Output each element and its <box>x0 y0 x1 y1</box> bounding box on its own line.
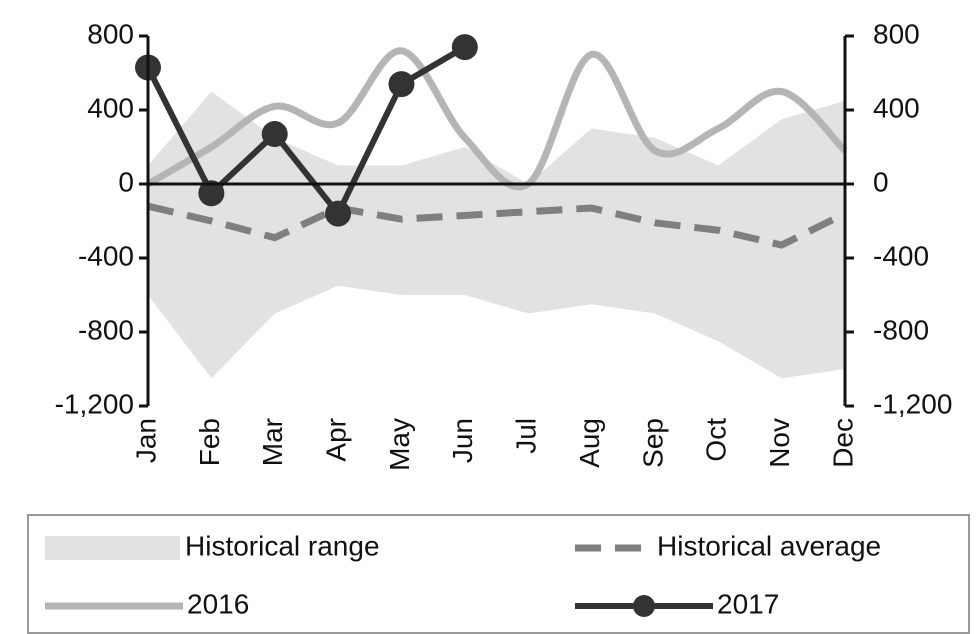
legend-label: Historical range <box>185 530 380 561</box>
x-tick-label: Aug <box>574 418 605 468</box>
y-tick-label: 800 <box>87 18 134 49</box>
marker <box>388 71 415 98</box>
x-tick-label: Jan <box>130 418 161 463</box>
legend-marker <box>633 595 655 617</box>
x-tick-label: Mar <box>257 418 288 466</box>
legend-label: Historical average <box>657 530 881 561</box>
y-tick-label: -800 <box>78 314 134 345</box>
legend-swatch <box>45 536 180 560</box>
marker <box>261 121 288 148</box>
y2-tick-label: 800 <box>873 18 920 49</box>
x-tick-label: Oct <box>701 418 732 462</box>
y2-tick-label: -800 <box>873 314 929 345</box>
x-tick-label: May <box>384 418 415 471</box>
y2-tick-label: 400 <box>873 92 920 123</box>
marker <box>325 200 352 227</box>
x-tick-label: Dec <box>827 418 858 468</box>
y2-tick-label: -400 <box>873 240 929 271</box>
marker <box>451 34 478 61</box>
plot-area <box>135 34 848 379</box>
legend-label: 2016 <box>187 588 249 619</box>
x-tick-label: Jun <box>447 418 478 463</box>
y-tick-label: -1,200 <box>55 388 134 419</box>
y-tick-label: -400 <box>78 240 134 271</box>
legend-box <box>27 514 970 634</box>
series-line <box>147 202 847 249</box>
x-tick-label: Feb <box>194 418 225 466</box>
marker <box>198 180 225 207</box>
y2-tick-label: -1,200 <box>873 388 952 419</box>
x-tick-label: Jul <box>511 418 542 454</box>
y2-tick-label: 0 <box>873 166 889 197</box>
x-tick-label: Apr <box>320 418 351 462</box>
y-tick-label: 0 <box>118 166 134 197</box>
legend-label: 2017 <box>717 588 779 619</box>
x-tick-label: Sep <box>637 418 668 468</box>
range-area <box>148 91 845 379</box>
y-tick-label: 400 <box>87 92 134 123</box>
x-tick-label: Nov <box>764 418 795 468</box>
